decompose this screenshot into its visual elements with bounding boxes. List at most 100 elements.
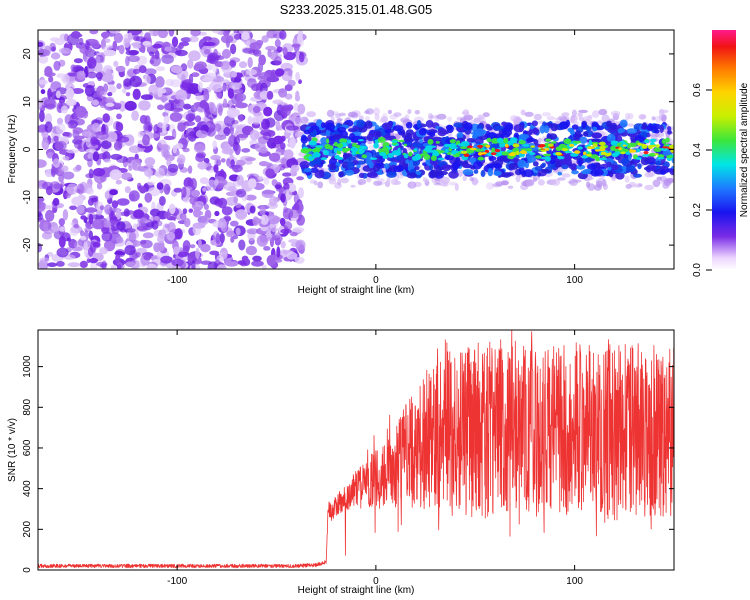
noise-blob [39,110,45,123]
signal-core [659,124,664,133]
signal-core [366,133,374,142]
noise-blob [109,169,123,181]
noise-blob [97,153,108,160]
noise-blob [194,115,202,123]
noise-blob [233,33,241,40]
signal-core [501,121,507,126]
signal-hot [574,150,581,154]
noise-blob [169,112,183,122]
noise-blob [68,119,79,128]
noise-blob [110,210,115,217]
signal-halo [598,108,608,116]
noise-blob [144,157,156,166]
noise-blob [90,136,98,146]
signal-peak [358,148,362,154]
noise-blob [47,88,52,100]
signal-core [338,171,344,178]
signal-halo [474,178,480,184]
noise-blob [157,30,169,39]
noise-blob [38,242,43,253]
signal-core [453,122,465,128]
noise-blob [157,220,163,227]
noise-blob [202,187,207,192]
snr-y-axis-label: SNR (10 * v/v) [7,418,18,482]
signal-core [627,132,637,137]
noise-blob [268,152,281,162]
noise-blob [252,105,261,114]
noise-blob [75,105,87,118]
snr-x-tick-label: -100 [167,576,187,587]
signal-core [423,136,429,142]
signal-core [591,133,602,139]
signal-halo [510,115,518,122]
noise-blob [295,90,300,100]
noise-blob [276,246,281,258]
noise-blob [263,106,273,117]
noise-blob [167,222,176,233]
noise-blob [206,64,213,71]
noise-blob [195,247,200,259]
signal-core [463,122,473,131]
noise-blob [87,56,97,69]
noise-blob [226,107,238,119]
noise-blob [52,207,57,213]
signal-core [312,129,317,137]
signal-core [478,135,488,141]
signal-peak [377,136,386,143]
noise-blob [99,90,107,96]
noise-blob [85,137,92,148]
noise-blob [105,102,115,107]
noise-blob [221,34,234,44]
noise-blob [91,122,101,133]
noise-blob [230,236,235,243]
noise-blob [241,148,251,153]
signal-peak [387,153,394,158]
noise-blob [116,198,130,206]
noise-blob [73,58,83,64]
noise-blob [149,208,161,217]
noise-blob [282,208,294,220]
signal-core [325,122,336,131]
noise-blob [116,264,122,269]
noise-blob [157,104,165,111]
signal-core [606,161,612,168]
noise-blob [230,43,237,55]
noise-blob [38,47,45,58]
noise-blob [183,121,196,127]
noise-blob [259,205,266,215]
signal-hot [654,153,659,156]
signal-peak [491,147,496,153]
signal-halo [315,135,320,139]
noise-blob [85,40,90,50]
noise-blob [130,259,140,269]
noise-blob [280,142,286,150]
noise-blob [197,161,208,170]
signal-halo [350,113,359,119]
noise-blob [110,264,117,269]
noise-blob [212,140,217,150]
signal-halo [610,110,621,117]
noise-blob [89,257,98,264]
noise-blob [168,30,175,37]
heatmap-y-tick-label: 20 [22,48,33,60]
noise-blob [38,196,45,203]
noise-blob [109,189,118,196]
noise-blob [222,250,227,257]
noise-blob [54,38,65,46]
noise-blob [70,221,75,226]
noise-blob [58,226,66,232]
noise-blob [260,162,272,167]
noise-blob [53,60,61,71]
signal-core [321,122,326,129]
signal-core [523,169,534,178]
noise-blob [58,218,65,226]
signal-peak [339,138,348,144]
signal-core [579,136,588,144]
signal-peak [381,146,389,152]
noise-blob [38,41,44,47]
signal-peak [323,149,329,156]
noise-blob [142,134,150,146]
noise-blob [199,177,209,185]
noise-blob [265,45,277,51]
noise-blob [80,215,87,220]
